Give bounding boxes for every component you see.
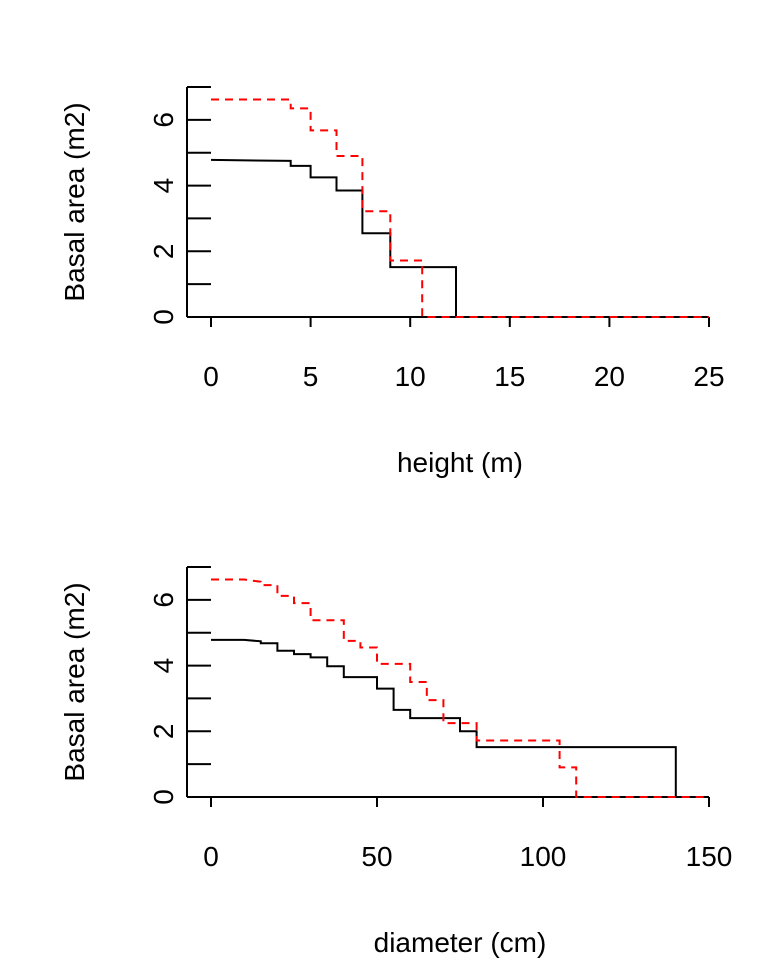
series-line-dashed-red bbox=[211, 578, 709, 798]
series-line-solid-black bbox=[211, 638, 709, 798]
x-tick-label: 5 bbox=[303, 361, 319, 392]
y-tick-label: 4 bbox=[148, 658, 179, 674]
y-tick-label: 2 bbox=[148, 723, 179, 739]
y-tick-label: 6 bbox=[148, 112, 179, 128]
y-tick-label: 2 bbox=[148, 243, 179, 259]
x-tick-label: 150 bbox=[686, 841, 733, 872]
y-axis-title: Basal area (m2) bbox=[59, 102, 90, 301]
y-tick-label: 0 bbox=[148, 789, 179, 805]
y-axis-title: Basal area (m2) bbox=[59, 582, 90, 781]
x-tick-label: 50 bbox=[361, 841, 392, 872]
series-line-solid-black bbox=[210, 158, 709, 318]
y-tick-label: 4 bbox=[148, 178, 179, 194]
y-tick-label: 0 bbox=[148, 309, 179, 325]
x-tick-label: 100 bbox=[520, 841, 567, 872]
diameter-panel: 0 2 4 6 0 50 100 150 diameter (cm) Basal area (m2… bbox=[59, 566, 733, 958]
x-axis-title: height (m) bbox=[397, 447, 523, 478]
y-tick-label: 6 bbox=[148, 592, 179, 608]
x-tick-label: 0 bbox=[203, 841, 219, 872]
x-axis-title: diameter (cm) bbox=[374, 927, 547, 958]
series-line-dashed-red bbox=[211, 98, 709, 318]
x-tick-label: 20 bbox=[594, 361, 625, 392]
x-tick-label: 0 bbox=[203, 361, 219, 392]
x-tick-label: 15 bbox=[494, 361, 525, 392]
x-tick-label: 10 bbox=[395, 361, 426, 392]
x-tick-label: 25 bbox=[693, 361, 724, 392]
height-panel: 0 2 4 6 0 5 10 15 20 25 height (m) Basal area (m2) bbox=[59, 86, 725, 478]
